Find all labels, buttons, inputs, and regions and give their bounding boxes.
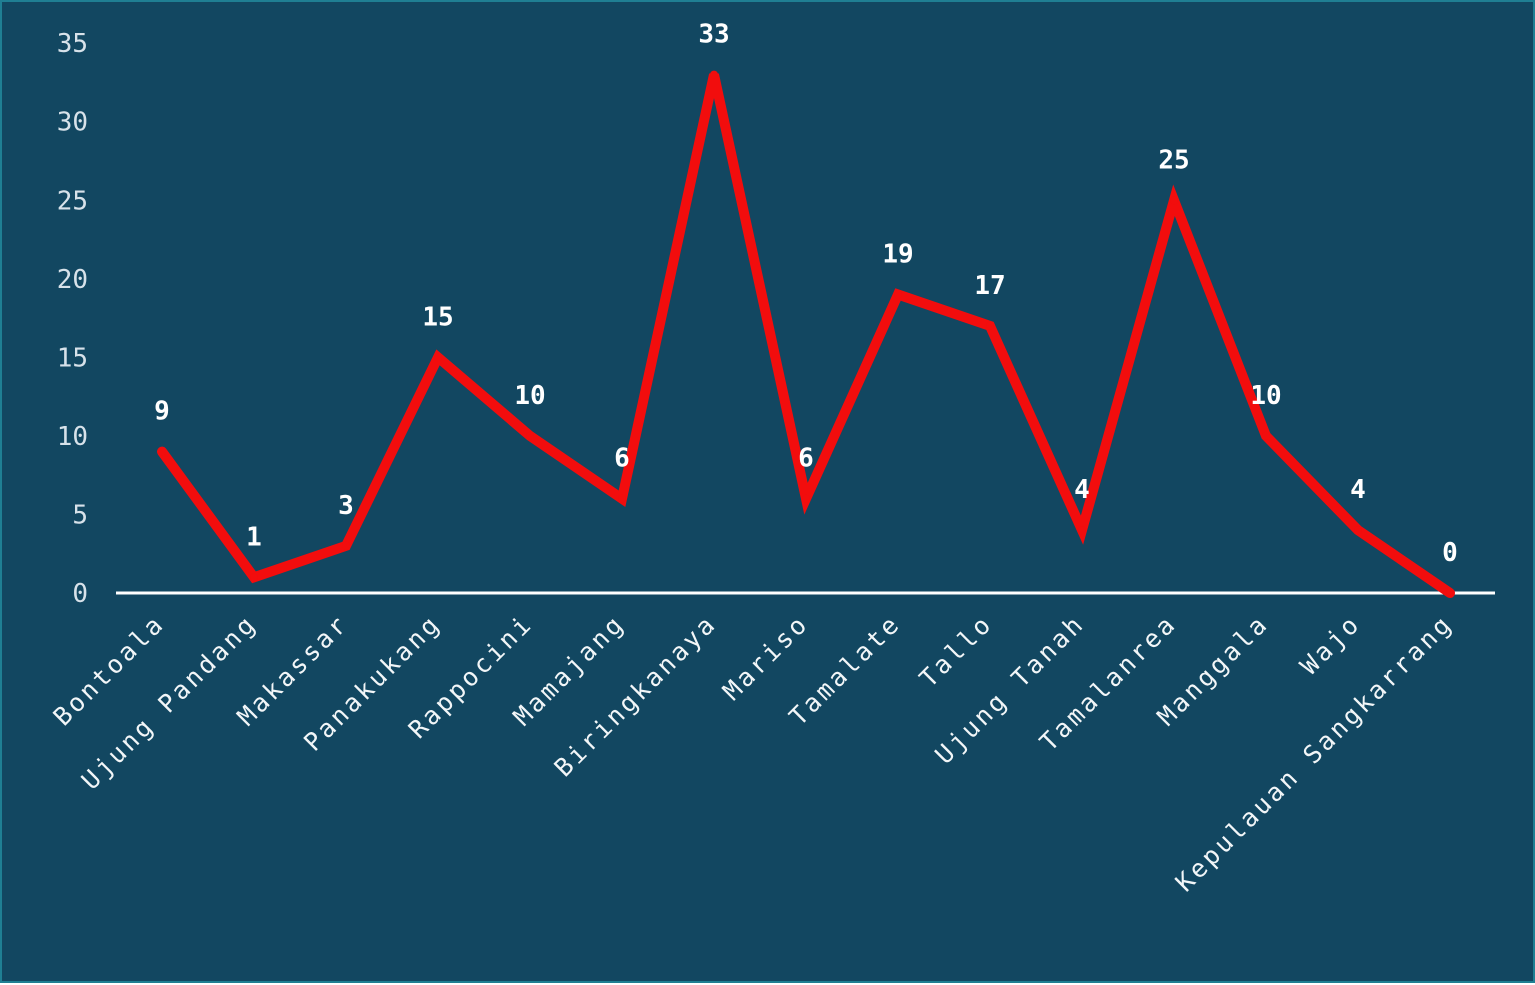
data-point: [1262, 431, 1270, 440]
x-tick-label: Mariso: [717, 609, 814, 706]
data-point: [250, 573, 258, 582]
data-label: 9: [154, 397, 170, 427]
data-point: [434, 353, 442, 362]
data-point: [158, 447, 166, 456]
y-tick-label: 30: [57, 108, 88, 138]
data-label: 17: [974, 271, 1005, 301]
data-point: [618, 494, 626, 503]
data-label: 6: [614, 444, 630, 474]
data-label: 10: [1250, 381, 1281, 411]
data-label: 0: [1442, 538, 1458, 568]
y-tick-label: 35: [57, 29, 88, 59]
x-tick-label: Biringkanaya: [549, 609, 723, 783]
data-point: [1170, 196, 1178, 205]
y-tick-label: 0: [72, 579, 88, 609]
data-label: 3: [338, 491, 354, 521]
x-tick-label: Tallo: [914, 609, 998, 693]
data-point: [342, 541, 350, 550]
data-labels: 9 1 3 15 10 6 33 6 19 17 4 25 10 4 0: [154, 20, 1458, 568]
data-label: 19: [882, 240, 913, 270]
series-line-group: [157, 70, 1455, 598]
data-point: [1354, 526, 1362, 535]
x-tick-label: Wajo: [1295, 609, 1367, 681]
y-tick-label: 15: [57, 343, 88, 373]
data-label: 4: [1074, 475, 1090, 505]
data-label: 15: [422, 302, 453, 332]
data-point: [526, 431, 534, 440]
x-tick-label: Ujung Pandang: [76, 609, 262, 795]
data-point: [802, 494, 810, 503]
data-label: 6: [798, 444, 814, 474]
data-point: [1446, 589, 1454, 597]
data-label: 4: [1350, 475, 1366, 505]
y-tick-label: 5: [72, 500, 88, 530]
data-label: 1: [246, 522, 262, 552]
data-label: 25: [1158, 145, 1189, 175]
data-point: [894, 290, 902, 299]
data-point: [986, 321, 994, 330]
y-tick-label: 20: [57, 265, 88, 295]
data-label: 10: [514, 381, 545, 411]
data-point: [710, 70, 718, 79]
data-point: [1078, 526, 1086, 535]
data-label: 33: [698, 20, 729, 50]
y-tick-label: 25: [57, 186, 88, 216]
y-axis: 0 5 10 15 20 25 30 35: [57, 29, 88, 609]
y-tick-label: 10: [57, 422, 88, 452]
